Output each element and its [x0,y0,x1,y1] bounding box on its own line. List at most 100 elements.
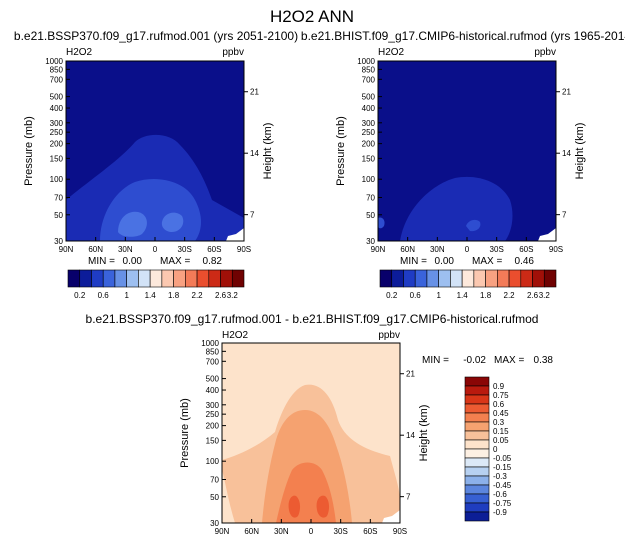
colorbar-label: -0.45 [493,481,512,490]
colorbar-label: 0.6 [410,291,422,300]
max-value: 0.38 [534,355,554,366]
colorbar-label: 0.15 [493,427,509,436]
x-tick-label: 0 [465,245,470,254]
x-tick-label: 60N [244,527,259,536]
colorbar-label: 0.75 [493,391,509,400]
colorbar-box [532,269,545,288]
y-tick-label: 100 [206,457,220,466]
colorbar-box [464,403,490,414]
colorbar-box [173,269,186,288]
y-tick-label: 700 [362,75,376,84]
y-tick-label: 300 [362,119,376,128]
y2-tick-label: 14 [406,431,415,440]
y-tick-label: 30 [210,519,219,528]
min-value: -0.02 [463,355,486,366]
y-tick-label: 850 [206,347,220,356]
max-value: 0.46 [515,256,535,267]
y-tick-label: 1000 [201,339,219,348]
colorbar-label: 1.4 [457,291,469,300]
panel-ssp370: b.e21.BSSP370.f09_g17.rufmod.001 (yrs 20… [14,29,298,300]
colorbar-box [464,502,490,513]
colorbar-label: 2.6 [527,291,539,300]
colorbar-box [391,269,404,288]
y-tick-label: 200 [206,422,220,431]
units-label: ppbv [534,47,556,58]
y2-axis-label: Height (km) [262,123,274,180]
y2-tick-label: 14 [562,149,571,158]
colorbar-label: 0.6 [98,291,110,300]
panel-title: b.e21.BHIST.f09_g17.CMIP6-historical.ruf… [301,29,625,43]
y2-axis-label: Height (km) [418,405,430,462]
y-tick-label: 1000 [357,57,375,66]
colorbar-label: -0.15 [493,463,512,472]
contour-level-2 [466,219,481,232]
colorbar-box [464,475,490,486]
plot-area [378,61,556,241]
colorbar-box [464,376,490,387]
colorbar-box [126,269,139,288]
y-tick-label: 300 [50,119,64,128]
x-tick-label: 30N [430,245,445,254]
y-tick-label: 30 [366,237,375,246]
contour-level-4 [288,495,301,518]
y-tick-label: 200 [50,140,64,149]
y2-tick-label: 21 [562,88,571,97]
contour-level-3 [118,211,147,237]
contour-level-4b [316,495,330,518]
colorbar-label: 0.45 [493,409,509,418]
colorbar-box [464,511,490,522]
y-tick-label: 850 [50,65,64,74]
min-label: MIN = [422,355,449,366]
colorbar-label: 0.2 [386,291,398,300]
y-tick-label: 400 [50,104,64,113]
x-tick-label: 60N [400,245,415,254]
y-tick-label: 250 [362,128,376,137]
page-title: H2O2 ANN [270,7,354,26]
x-tick-label: 90N [59,245,74,254]
colorbar-label: -0.75 [493,499,512,508]
y-tick-label: 500 [206,375,220,384]
colorbar-label: 3.2 [227,291,239,300]
x-tick-label: 60S [207,245,221,254]
colorbar-box [485,269,498,288]
y-axis-label: Pressure (mb) [335,116,347,186]
colorbar-box [464,385,490,396]
colorbar-label: 0.9 [493,382,505,391]
colorbar-box [543,269,557,288]
surface-mask [226,228,244,241]
y-tick-label: 70 [366,194,375,203]
colorbar-box [414,269,428,288]
colorbar-box [464,430,490,441]
colorbar-box [185,269,198,288]
y-tick-label: 300 [206,401,220,410]
y-tick-label: 500 [362,93,376,102]
panel-title: b.e21.BSSP370.f09_g17.rufmod.001 (yrs 20… [14,29,298,43]
colorbar-box [464,394,490,405]
y-tick-label: 70 [210,476,219,485]
max-label: MAX = [472,256,502,267]
y2-tick-label: 7 [562,211,567,220]
colorbar-label: 1.4 [145,291,157,300]
panel-title: b.e21.BSSP370.f09_g17.rufmod.001 - b.e21… [86,312,539,326]
y2-tick-label: 14 [250,149,259,158]
colorbar-box [102,269,116,288]
colorbar-box [79,269,92,288]
colorbar-label: -0.05 [493,454,512,463]
colorbar-box [196,269,210,288]
colorbar-box [520,269,533,288]
x-tick-label: 60S [363,527,377,536]
colorbar-label: 3.2 [539,291,551,300]
contour-level-2b [378,217,385,229]
min-value: 0.00 [435,256,455,267]
y-tick-label: 1000 [45,57,63,66]
x-tick-label: 0 [309,527,314,536]
colorbar-box [114,269,127,288]
variable-label: H2O2 [378,47,405,58]
max-label: MAX = [160,256,190,267]
y-axis-label: Pressure (mb) [23,116,35,186]
x-tick-label: 90N [371,245,386,254]
colorbar-box [161,269,174,288]
colorbar-box [438,269,451,288]
colorbar-box [379,269,393,288]
min-label: MIN = [400,256,427,267]
